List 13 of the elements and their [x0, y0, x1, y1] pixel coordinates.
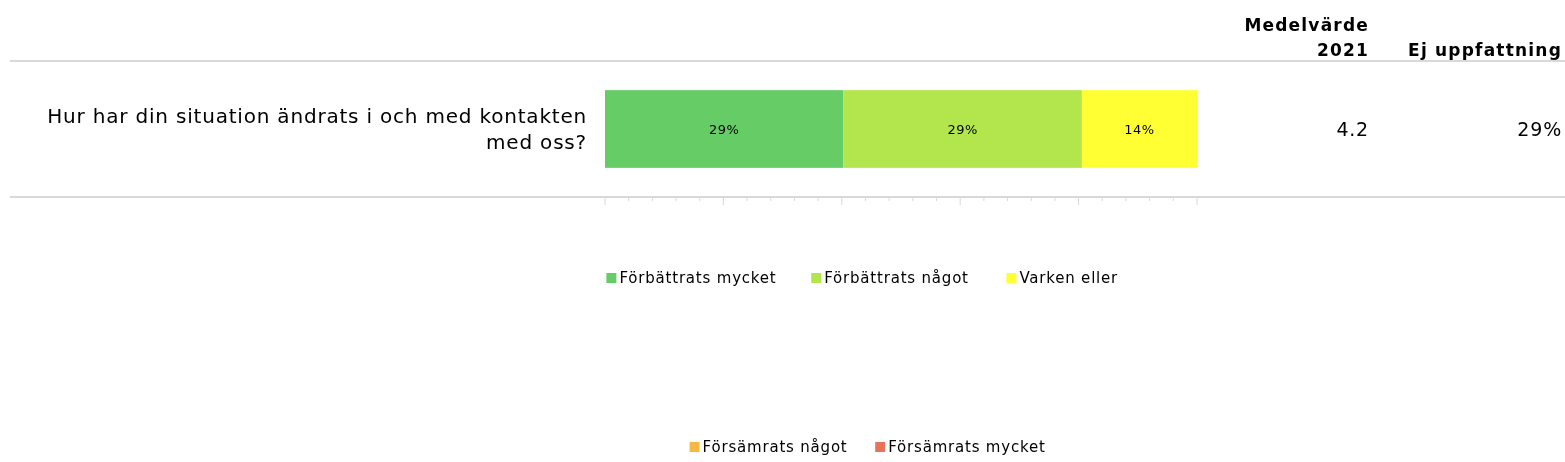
legend-label: Varken eller	[1019, 269, 1119, 288]
legend-label: Försämrats mycket	[888, 438, 1046, 457]
legend-label: Försämrats något	[702, 438, 848, 457]
text: Medelvärde 2021	[1244, 15, 1369, 60]
y-tick-label: Hur har din situation ändrats i och med kontakten med oss?	[47, 104, 587, 154]
legend-label: Förbättrats något	[824, 269, 969, 288]
text: Ej uppfattning	[1408, 40, 1562, 60]
text: 29%	[1517, 117, 1562, 140]
legend-label: Förbättrats mycket	[619, 269, 777, 288]
data-label: 14%	[1124, 121, 1155, 137]
data-label: 29%	[947, 121, 978, 137]
data-label: 29%	[709, 121, 740, 137]
text: 4.2	[1336, 117, 1369, 140]
